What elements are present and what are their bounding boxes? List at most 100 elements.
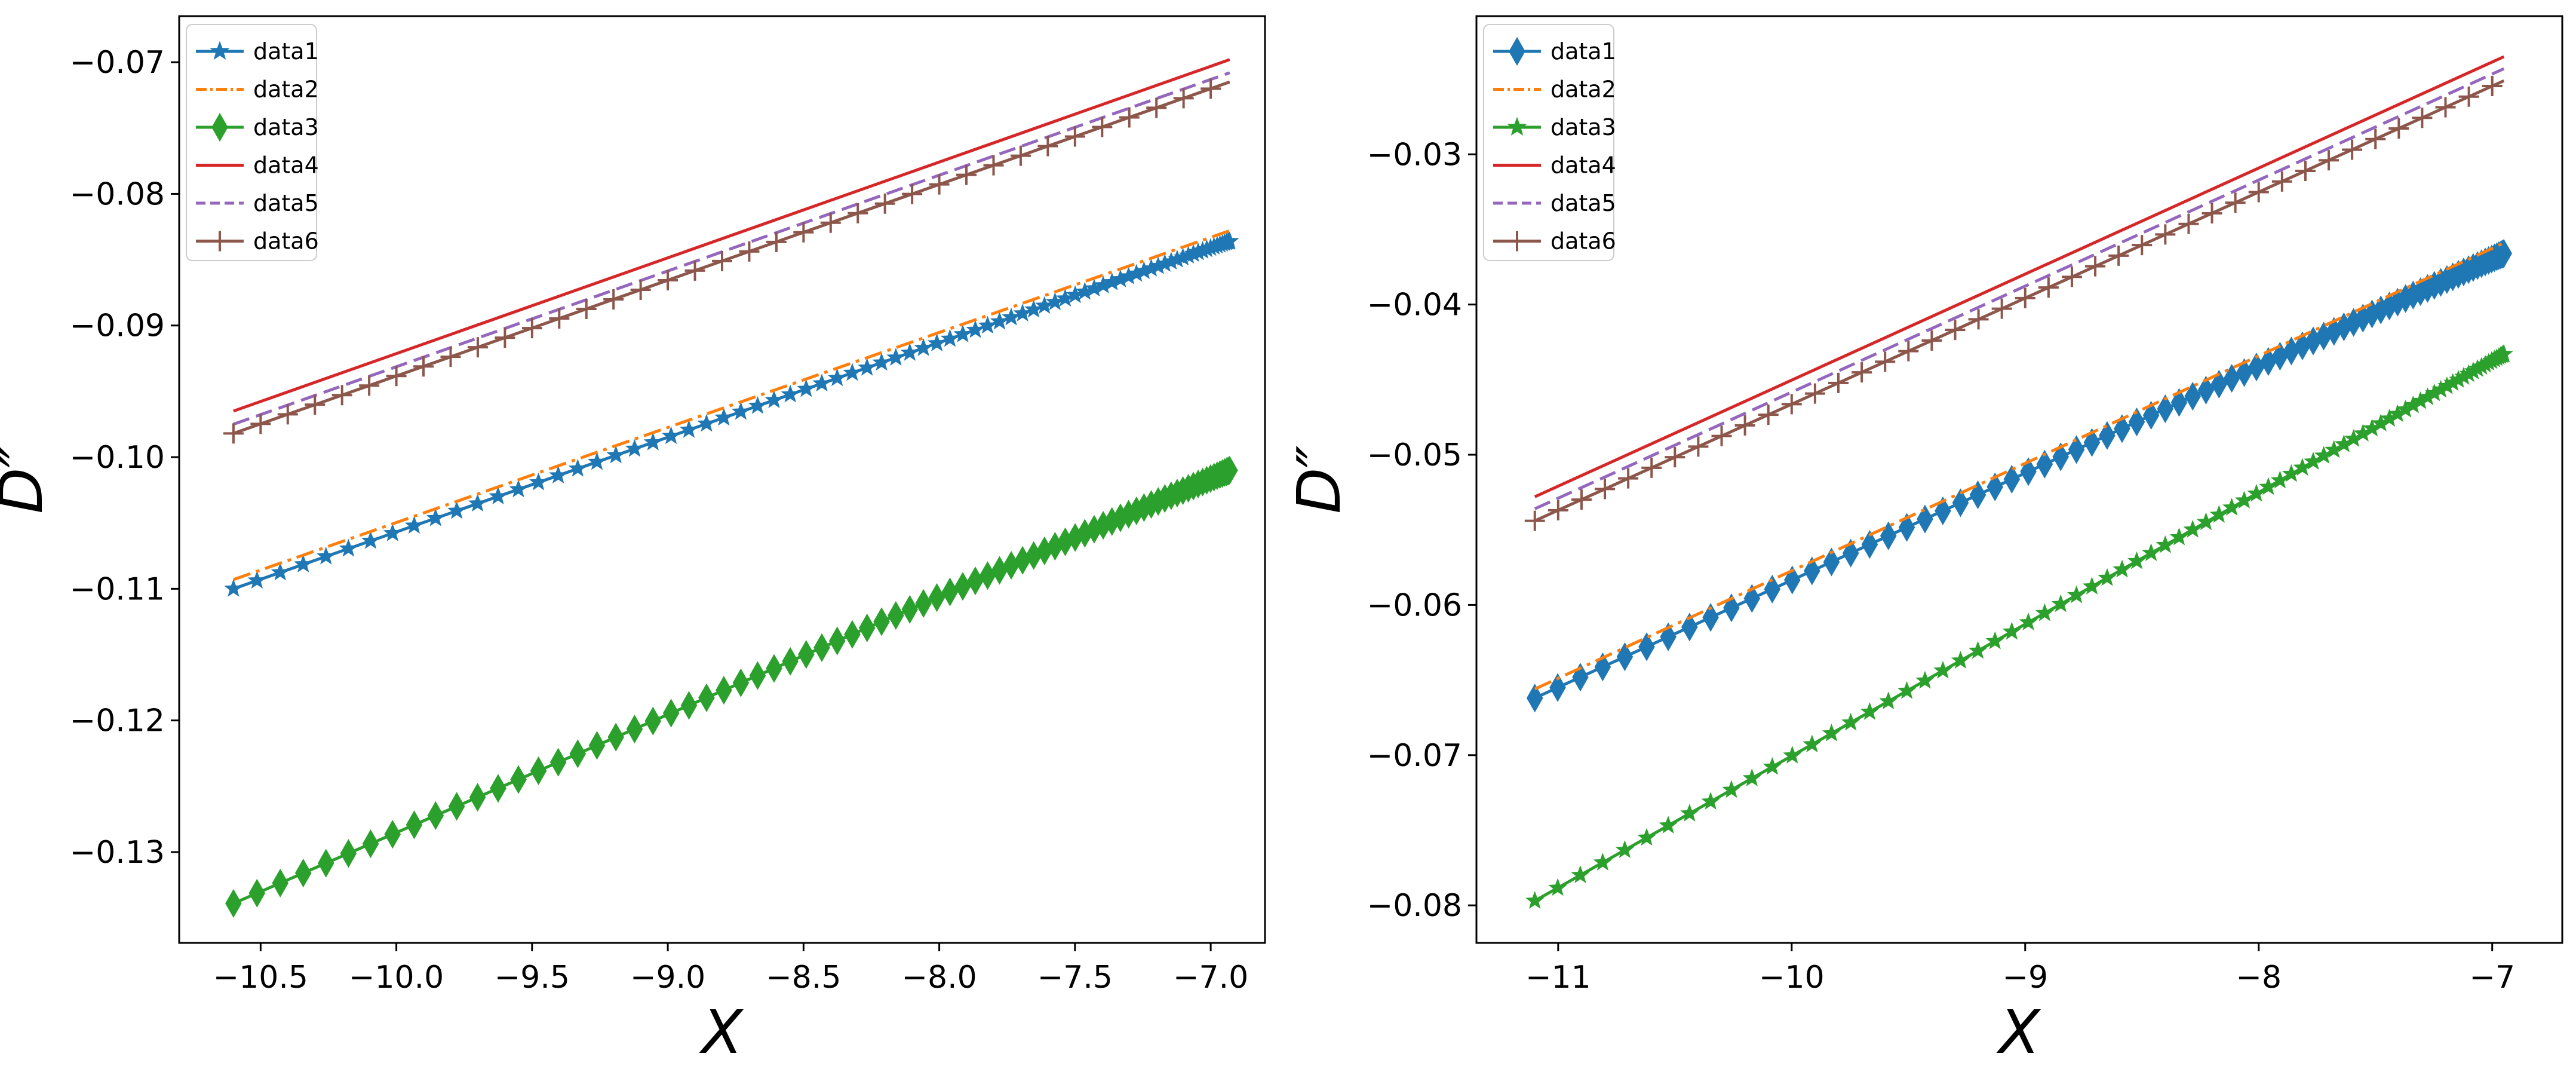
data-point-data3: [1803, 734, 1822, 753]
data-point-data3: [1968, 641, 1988, 659]
data-point-data1: [1681, 612, 1698, 642]
data-point-data3: [1722, 780, 1741, 798]
series-markers-data1: [224, 231, 1239, 597]
data-point-data1: [447, 501, 466, 519]
data-point-data6: [2248, 182, 2269, 203]
data-point-data1: [1572, 663, 1589, 692]
data-point-data1: [990, 311, 1009, 330]
series-markers-data1: [1526, 239, 2513, 713]
data-point-data6: [2178, 213, 2199, 234]
data-point-data3: [1951, 651, 1970, 669]
legend-marker-data6: [1507, 231, 1527, 252]
data-point-data6: [1781, 394, 1802, 415]
data-point-data6: [2132, 235, 2153, 256]
x-axis-label: X: [1996, 997, 2041, 1066]
y-tick-label: −0.12: [70, 703, 165, 739]
data-point-data6: [1828, 372, 1849, 393]
data-point-data3: [1659, 816, 1678, 834]
data-point-data6: [1092, 117, 1113, 137]
data-point-data6: [1037, 136, 1058, 157]
series-markers-data6: [223, 78, 1221, 444]
data-point-data3: [1841, 712, 1860, 731]
data-point-data6: [1688, 436, 1709, 457]
y-tick-label: −0.06: [1367, 587, 1462, 623]
data-point-data3: [2113, 559, 2132, 578]
data-point-data1: [812, 373, 831, 392]
series-line-data4: [1534, 55, 2505, 498]
right-plot-panel: −11 −10 −9 −8 −7 −0.08 −0.07 −0.06 −0.05 −0.04 −0.…: [1284, 15, 2563, 1066]
data-point-data3: [1860, 702, 1880, 720]
data-point-data3: [626, 714, 643, 744]
data-point-data3: [2183, 519, 2202, 538]
data-point-data3: [384, 820, 401, 849]
data-point-data3: [2282, 464, 2301, 482]
data-point-data1: [1917, 504, 1933, 534]
data-point-data3: [510, 765, 527, 794]
data-point-data6: [1146, 97, 1167, 118]
x-tick-label: −10: [1759, 960, 1825, 995]
x-tick-label: −8: [2236, 960, 2282, 995]
data-point-data1: [872, 353, 891, 371]
legend-label-data1: data1: [253, 38, 319, 65]
legend-marker-data1: [1509, 36, 1525, 66]
y-axis-label: D″: [0, 445, 56, 513]
data-point-data6: [1595, 479, 1616, 500]
data-point-data3: [490, 774, 506, 803]
data-point-data3: [873, 607, 890, 636]
data-point-data3: [1571, 865, 1590, 883]
data-point-data3: [448, 792, 465, 821]
data-point-data6: [684, 260, 705, 281]
data-point-data6: [1804, 383, 1825, 404]
data-point-data6: [250, 413, 271, 434]
data-point-data3: [1525, 891, 1545, 909]
data-point-data6: [1201, 78, 1221, 99]
x-tick-label: −9: [2002, 960, 2048, 995]
data-point-data1: [426, 508, 445, 526]
data-point-data3: [1680, 804, 1699, 822]
series-group: [1524, 55, 2513, 909]
data-point-data3: [2156, 535, 2175, 553]
data-point-data3: [828, 626, 846, 655]
y-axis-label: D″: [1284, 445, 1354, 513]
data-point-data3: [662, 699, 680, 728]
data-point-data1: [1702, 603, 1719, 632]
y-tick-label: −0.03: [1367, 137, 1462, 173]
data-point-data6: [983, 155, 1004, 176]
data-point-data6: [1968, 309, 1989, 330]
data-point-data1: [714, 408, 733, 426]
data-point-data6: [1991, 298, 2012, 319]
data-point-data1: [662, 426, 681, 445]
data-point-data6: [1641, 457, 1662, 478]
data-point-data6: [2108, 245, 2129, 266]
series-line-data5: [1534, 67, 2505, 510]
data-point-data6: [2038, 277, 2059, 298]
series-line-data2: [233, 229, 1230, 581]
data-point-data1: [1764, 574, 1781, 604]
data-point-data3: [2169, 527, 2189, 546]
data-point-data3: [1637, 828, 1656, 846]
data-point-data6: [359, 375, 380, 396]
data-point-data6: [929, 174, 950, 195]
data-point-data1: [1842, 538, 1859, 568]
y-tick-label: −0.10: [70, 440, 165, 476]
data-point-data1: [625, 439, 644, 457]
data-point-data3: [915, 589, 932, 618]
data-point-data3: [2247, 483, 2266, 502]
data-point-data1: [2495, 239, 2513, 268]
data-point-data1: [843, 363, 862, 381]
data-point-data6: [630, 279, 651, 300]
data-point-data3: [2019, 612, 2038, 630]
data-point-data6: [2295, 160, 2316, 181]
y-tick-label: −0.07: [1367, 738, 1462, 774]
data-point-data3: [1742, 768, 1761, 786]
data-point-data1: [731, 402, 751, 420]
data-point-data3: [749, 661, 766, 690]
data-point-data3: [469, 783, 486, 812]
data-point-data6: [1734, 415, 1755, 436]
data-point-data1: [2157, 394, 2174, 424]
data-point-data1: [953, 324, 972, 342]
series-line-data2: [1534, 241, 2505, 691]
data-point-data1: [2142, 400, 2160, 430]
data-point-data1: [2068, 435, 2085, 464]
